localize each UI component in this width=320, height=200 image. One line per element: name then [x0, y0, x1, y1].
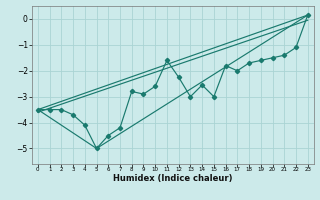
X-axis label: Humidex (Indice chaleur): Humidex (Indice chaleur) [113, 174, 233, 183]
